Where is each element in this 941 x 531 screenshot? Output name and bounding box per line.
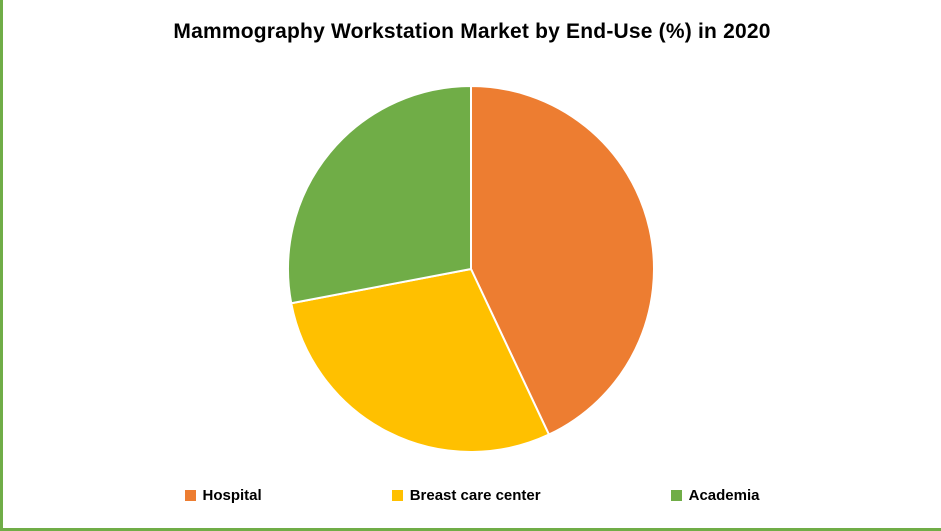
- legend-marker-breast-care-center: [391, 490, 403, 501]
- chart-title: Mammography Workstation Market by End-Us…: [173, 20, 771, 43]
- legend-marker-hospital: [184, 490, 196, 501]
- legend-item-breast-care-center: Breast care center: [391, 487, 541, 504]
- pie-chart: [287, 85, 655, 453]
- pie-slice-academia: [287, 85, 472, 305]
- pie-slice-breast-care-center: [290, 268, 550, 453]
- legend-label-academia: Academia: [688, 487, 760, 504]
- pie-slice-hospital: [470, 85, 655, 436]
- legend-item-academia: Academia: [670, 487, 760, 504]
- legend-item-hospital: Hospital: [184, 487, 262, 504]
- legend-label-breast-care-center: Breast care center: [409, 487, 541, 504]
- legend-label-hospital: Hospital: [202, 487, 262, 504]
- chart-legend: Hospital Breast care center Academia: [3, 487, 941, 504]
- legend-marker-academia: [670, 490, 682, 501]
